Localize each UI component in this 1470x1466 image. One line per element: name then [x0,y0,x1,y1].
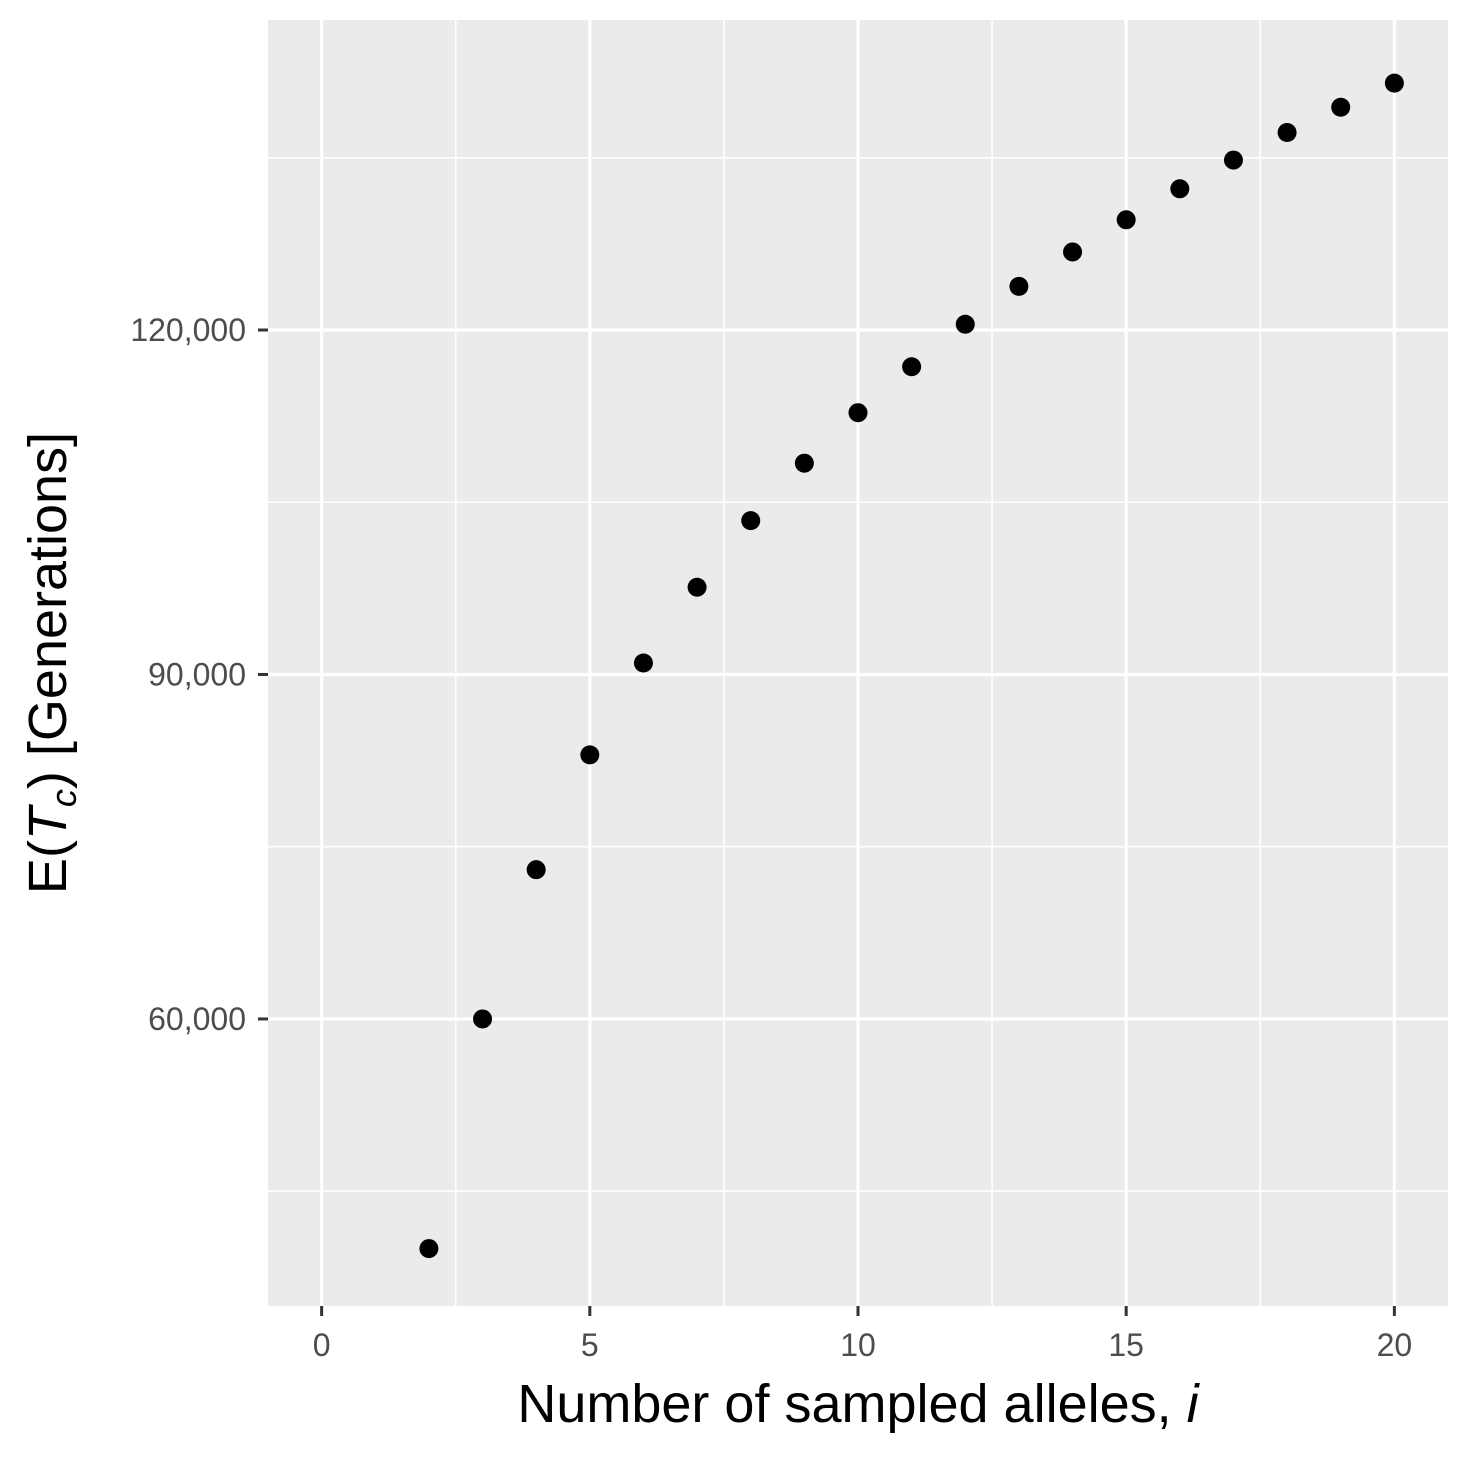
data-point [1170,179,1190,199]
y-axis-tick-labels: 60,000 90,000 120,000 [130,312,246,1037]
data-point [633,653,653,673]
x-axis-tick-labels: 0 5 10 15 20 [313,1327,1412,1363]
y-tick-label: 120,000 [130,312,246,348]
data-point [580,745,600,765]
data-point [794,453,814,473]
major-gridlines [268,20,1448,1306]
x-tick-label: 15 [1108,1327,1144,1363]
data-points [419,73,1404,1259]
axis-ticks [258,328,1396,1316]
data-point [1116,210,1136,230]
data-point [1277,123,1297,143]
data-point [955,314,975,334]
data-point [526,860,546,880]
data-point [473,1009,493,1029]
data-point [1063,242,1083,262]
data-point [1384,73,1404,93]
data-point [1009,276,1029,296]
data-point [848,403,868,423]
data-point [902,357,922,377]
x-tick-label: 10 [840,1327,876,1363]
data-point [1223,150,1243,170]
data-point [419,1239,439,1259]
data-point [741,511,761,531]
data-point [1331,97,1351,117]
y-tick-label: 90,000 [148,656,246,692]
x-tick-label: 0 [313,1327,331,1363]
x-axis-title: Number of sampled alleles, i [517,1374,1200,1434]
data-point [687,577,707,597]
x-tick-label: 20 [1377,1327,1413,1363]
y-axis-title: E(Tc) [Generations] [18,432,84,894]
x-tick-label: 5 [581,1327,599,1363]
y-tick-label: 60,000 [148,1001,246,1037]
